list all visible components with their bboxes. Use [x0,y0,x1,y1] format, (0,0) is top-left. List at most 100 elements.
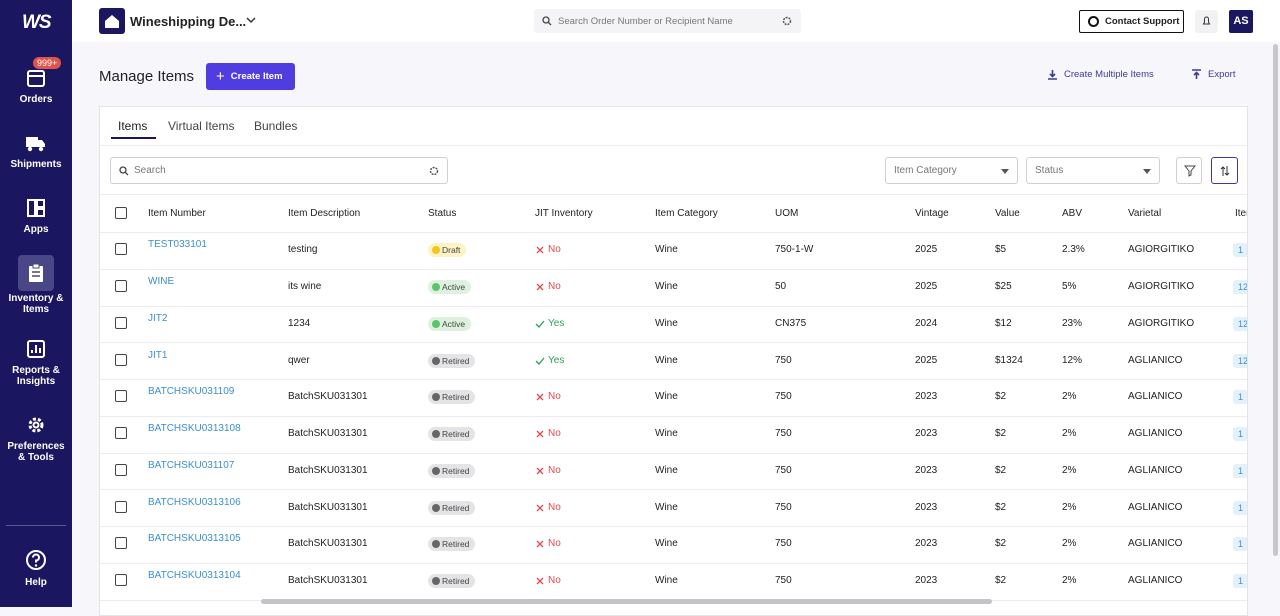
column-header[interactable]: Vintage [915,208,949,219]
item-number-link[interactable]: BATCHSKU0313108 [148,423,241,435]
row-checkbox[interactable] [115,316,127,329]
item-number-link[interactable]: BATCHSKU0313106 [148,496,241,508]
nav-label: Reports & Insights [12,365,60,387]
item-search[interactable]: Search [110,157,448,184]
row-checkbox[interactable] [115,463,127,476]
cell-text: 50 [775,281,787,293]
row-divider [100,415,1247,417]
cell-text: 2% [1062,464,1077,476]
count-badge: 1 [1233,463,1247,478]
nav-help[interactable]: Help [0,549,72,588]
cell-text: Wine [655,464,678,476]
notifications[interactable] [1195,10,1218,33]
jit-value: No [548,391,561,403]
row-divider [100,452,1247,454]
cell-text: 2025 [915,354,938,366]
nav-label: Inventory & Items [8,293,64,315]
account-name[interactable]: Wineshipping De... [130,14,247,29]
nav-reports[interactable]: Reports & Insights [0,339,72,387]
column-header[interactable]: Varietal [1128,208,1162,219]
row-checkbox[interactable] [115,500,127,513]
cell-text: $2 [995,428,1007,440]
jit-value: Yes [548,354,565,366]
jit-value: No [548,575,561,587]
nav-label: Shipments [10,159,62,170]
cell-text: AGLIANICO [1128,501,1183,513]
sort-button[interactable] [1211,157,1238,184]
cell-text: AGIORGITIKO [1128,281,1195,293]
row-divider [100,379,1247,380]
cell-text: $2 [995,391,1007,403]
select-all[interactable] [115,207,127,219]
cell-text: $5 [995,244,1007,256]
page-scrollbar[interactable] [1273,44,1278,556]
search-placeholder: Search [134,165,166,176]
cell-text: Wine [655,354,678,366]
count-badge: 1 [1233,500,1247,515]
item-number-link[interactable]: JIT1 [148,349,168,361]
item-number-link[interactable]: BATCHSKU031109 [148,386,235,398]
item-number-link[interactable]: TEST033101 [148,239,207,251]
item-number-link[interactable]: BATCHSKU031107 [148,459,235,471]
cell-text: 2024 [915,317,938,329]
row-checkbox[interactable] [115,353,127,366]
create-multiple[interactable]: Create Multiple Items [1047,69,1154,80]
export[interactable]: Export [1191,69,1235,80]
row-checkbox[interactable] [115,243,127,256]
column-header[interactable]: Item Description [288,208,361,219]
row-checkbox[interactable] [115,427,127,440]
avatar[interactable]: AS [1229,10,1253,33]
select-label: Status [1035,165,1064,176]
column-header[interactable]: JIT Inventory [535,208,593,219]
column-header[interactable]: Item [1235,208,1247,219]
button-label: Create Item [230,71,283,82]
tab[interactable]: Virtual Items [168,119,235,133]
count-badge: 12 [1233,316,1247,331]
nav-label: Preferences & Tools [7,441,65,463]
tab[interactable]: Bundles [254,119,298,133]
category-select[interactable]: Item Category [885,157,1018,184]
scrollbar[interactable] [261,599,992,604]
item-number-link[interactable]: BATCHSKU0313105 [148,533,241,545]
column-header[interactable]: Item Number [148,208,206,219]
column-header[interactable]: ABV [1062,208,1083,219]
search-placeholder: Search Order Number or Recipient Name [558,16,733,27]
row-divider [100,562,1247,564]
cell-text: AGIORGITIKO [1128,317,1195,329]
tab[interactable]: Items [118,119,148,133]
cell-text: $2 [995,464,1007,476]
cell-text: $2 [995,501,1007,513]
column-header[interactable]: Value [995,208,1020,219]
item-number-link[interactable]: BATCHSKU0313104 [148,570,241,582]
chevron [246,17,256,24]
nav-orders[interactable]: Orders [0,68,72,105]
jit-icon [535,392,545,405]
nav-preferences[interactable]: Preferences & Tools [0,415,72,463]
nav-inventory[interactable]: Inventory & Items [0,263,72,315]
row-checkbox[interactable] [115,280,127,293]
item-number-link[interactable]: JIT2 [148,312,168,324]
row-checkbox[interactable] [115,574,127,587]
status-select[interactable]: Status [1026,157,1160,184]
row-checkbox[interactable] [115,537,127,550]
column-header[interactable]: Item Category [655,208,718,219]
column-header[interactable]: UOM [775,208,799,219]
filter-button[interactable] [1176,157,1202,184]
count-badge: 1 [1233,537,1247,552]
column-header[interactable]: Status [428,208,457,219]
status-pill: Draft [428,243,467,258]
jit-icon [535,539,545,552]
jit-value: No [548,428,561,440]
nav-apps[interactable]: Apps [0,198,72,235]
create-item[interactable]: + Create Item [206,63,295,90]
row-checkbox[interactable] [115,390,127,403]
cell-text: 750-1-W [775,244,814,256]
cell-text: BatchSKU031301 [288,428,368,440]
item-number-link[interactable]: WINE [148,276,175,288]
logo[interactable]: WS [22,12,52,33]
contact-support[interactable]: Contact Support [1079,10,1184,33]
count-badge: 1 [1233,243,1247,258]
nav-shipments[interactable]: Shipments [0,133,72,170]
global-search[interactable]: Search Order Number or Recipient Name [534,9,801,33]
